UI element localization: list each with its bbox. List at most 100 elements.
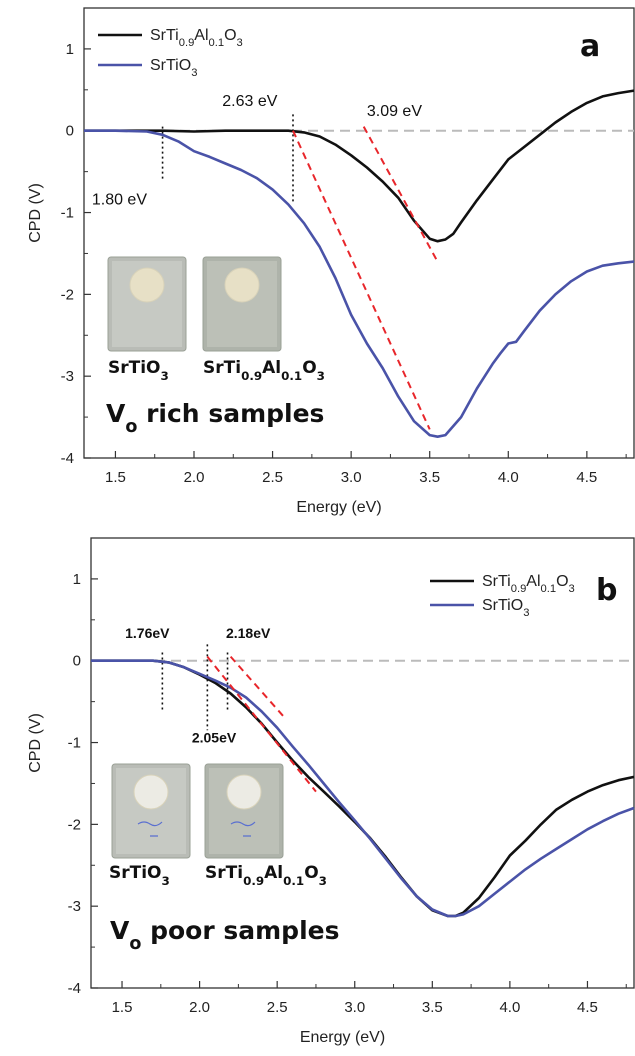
- panel-a-y-tick-label: -1: [61, 205, 74, 222]
- panel-b-x-tick-label: 3.5: [422, 999, 443, 1016]
- panel-a-sample-photo: [107, 256, 187, 352]
- panel-b-inset-label-sub1: 3: [162, 874, 170, 888]
- panel-a-x-tick-label: 1.5: [105, 469, 126, 486]
- panel-a-x-axis-title: Energy (eV): [296, 499, 381, 516]
- panel-b-sample-note-tail: poor samples: [141, 916, 339, 945]
- panel-a-x-tick-label: 2.0: [184, 469, 205, 486]
- panel-a-y-tick-label: -3: [61, 368, 74, 385]
- panel-a-inset-label-base: SrTiO: [108, 358, 161, 378]
- panel-a-y-axis-title: CPD (V): [27, 183, 44, 243]
- panel-a-inset-label-sub3: 3: [317, 369, 325, 383]
- panel-b-inset-label-tail: O: [304, 863, 318, 883]
- panel-a-x-tick-label: 4.5: [576, 469, 597, 486]
- panel-b-sample-handwriting: [137, 821, 163, 837]
- panel-a-letter: a: [580, 29, 600, 64]
- panel-a-legend-label-sub1: 0.9: [179, 37, 195, 49]
- panel-a-sample-disc: [129, 267, 165, 303]
- panel-b-y-axis-title: CPD (V): [27, 713, 44, 773]
- panel-a-inset-label: SrTiO3: [108, 358, 169, 383]
- panel-b-sample-photo: [111, 763, 191, 859]
- panel-b-sample-disc: [226, 774, 262, 810]
- panel-b-y-tick-label: 1: [73, 571, 81, 588]
- panel-b-inset-label: SrTi0.9Al0.1O3: [205, 863, 327, 888]
- panel-a-tangent-line: [362, 126, 439, 263]
- panel-b-y-tick-label: 0: [73, 653, 81, 670]
- panel-b-sample-note-sub: o: [129, 934, 141, 954]
- panel-b-x-axis-title: Energy (eV): [300, 1029, 385, 1046]
- panel-b-legend-label-sub1: 3: [523, 607, 529, 619]
- panel-b-y-tick-label: -2: [68, 816, 81, 833]
- panel-b-tangent-line: [229, 655, 286, 719]
- panel-b-y-tick-label: -4: [68, 980, 81, 997]
- panel-b-letter: b: [596, 573, 617, 608]
- panel-b-legend-label-base: SrTi: [482, 573, 511, 590]
- panel-a-legend-label-sub3: 3: [237, 37, 243, 49]
- chart-panel-a: 1.5 2.0 2.5 3.0 3.5 4.0 4.5 1 0 -1 -2 -3 -4 Energy (e…: [27, 7, 635, 516]
- panel-b-x-tick-label: 4.0: [499, 999, 520, 1016]
- panel-b-onset-label: 1.76eV: [125, 625, 170, 641]
- panel-b-legend-label-tail: O: [556, 573, 568, 590]
- panel-a-x-tick-label: 3.5: [419, 469, 440, 486]
- panel-b-series-1-line: [91, 659, 635, 918]
- panel-a-x-tick-label: 3.0: [341, 469, 362, 486]
- panel-a-inset-label-sub1: 0.9: [241, 369, 262, 383]
- panel-a-y-tick-label: -4: [61, 450, 74, 467]
- panel-b-sample-disc: [133, 774, 169, 810]
- panel-b-y-tick-label: -3: [68, 898, 81, 915]
- panel-a-legend-label-mid: Al: [194, 27, 208, 44]
- panel-b-legend-label-base: SrTiO: [482, 597, 523, 614]
- panel-b-legend-label: SrTiO3: [482, 597, 529, 619]
- panel-b-inset-label-sub1: 0.9: [243, 874, 264, 888]
- panel-a-onset-label: 1.80 eV: [92, 191, 147, 208]
- panel-a-plot-frame: [83, 7, 635, 459]
- panel-b-plot-frame: [90, 537, 635, 989]
- panel-b-legend-label: SrTi0.9Al0.1O3: [482, 573, 575, 595]
- panel-a-y-tick-label: 1: [66, 41, 74, 58]
- panel-a-x-tick-label: 4.0: [498, 469, 519, 486]
- panel-a-sample-note-tail: rich samples: [137, 399, 324, 428]
- panel-a-inset-label-sub1: 3: [161, 369, 169, 383]
- panel-a-y-tick-label: 0: [66, 123, 74, 140]
- panel-a-inset-label-base: SrTi: [203, 358, 241, 378]
- panel-a-sample-disc: [224, 267, 260, 303]
- panel-b-x-tick-label: 3.0: [344, 999, 365, 1016]
- panel-b-legend-label-mid: Al: [526, 573, 540, 590]
- panel-a-onset-label: 2.63 eV: [222, 93, 277, 110]
- panel-b-x-tick-label: 2.5: [267, 999, 288, 1016]
- panel-b-inset-label-sub2: 0.1: [283, 874, 304, 888]
- panel-a-legend-label: SrTiO3: [150, 57, 197, 79]
- panel-b-y-tick-label: -1: [68, 735, 81, 752]
- panel-b-sample-handwriting: [230, 821, 256, 837]
- panel-b-onset-label: 2.05eV: [192, 730, 237, 746]
- panel-a-legend-label-base: SrTiO: [150, 57, 191, 74]
- panel-b-x-tick-label: 2.0: [189, 999, 210, 1016]
- panel-b-legend-label-sub3: 3: [569, 583, 575, 595]
- panel-b-legend-label-sub1: 0.9: [511, 583, 527, 595]
- panel-a-inset-label: SrTi0.9Al0.1O3: [203, 358, 325, 383]
- panel-a-legend-label-tail: O: [224, 27, 236, 44]
- panel-a-inset-label-sub2: 0.1: [281, 369, 302, 383]
- panel-a-x-tick-label: 2.5: [262, 469, 283, 486]
- panel-b-inset-label-base: SrTi: [205, 863, 243, 883]
- panel-b-sample-photo: [204, 763, 284, 859]
- panel-a-sample-note: Vo rich samples: [106, 399, 324, 437]
- panel-a-legend-label-sub1: 3: [191, 67, 197, 79]
- panel-a-inset-label-tail: O: [302, 358, 316, 378]
- panel-a-tangent-line: [292, 130, 431, 430]
- panel-b-inset-label-base: SrTiO: [109, 863, 162, 883]
- panel-a-legend-label-sub2: 0.1: [209, 37, 225, 49]
- chart-panel-b: 1.5 2.0 2.5 3.0 3.5 4.0 4.5 1 0 -1 -2 -3 -4 Energy (e…: [27, 537, 635, 1046]
- panel-b-sample-note-base: V: [110, 916, 130, 945]
- panel-a-series-0-line: [84, 89, 635, 243]
- panel-b-x-tick-label: 1.5: [112, 999, 133, 1016]
- panel-a-series-1-line: [84, 129, 635, 438]
- panel-b-tangent-line: [206, 656, 317, 793]
- panel-a-sample-note-base: V: [106, 399, 126, 428]
- panel-b-inset-label-sub3: 3: [319, 874, 327, 888]
- panel-b-x-tick-label: 4.5: [577, 999, 598, 1016]
- panel-a-inset-label-mid: Al: [262, 358, 281, 378]
- panel-b-sample-note: Vo poor samples: [110, 916, 339, 954]
- panel-a-sample-photo: [202, 256, 282, 352]
- panel-b-legend-label-sub2: 0.1: [541, 583, 557, 595]
- panel-b-onset-label: 2.18eV: [226, 625, 271, 641]
